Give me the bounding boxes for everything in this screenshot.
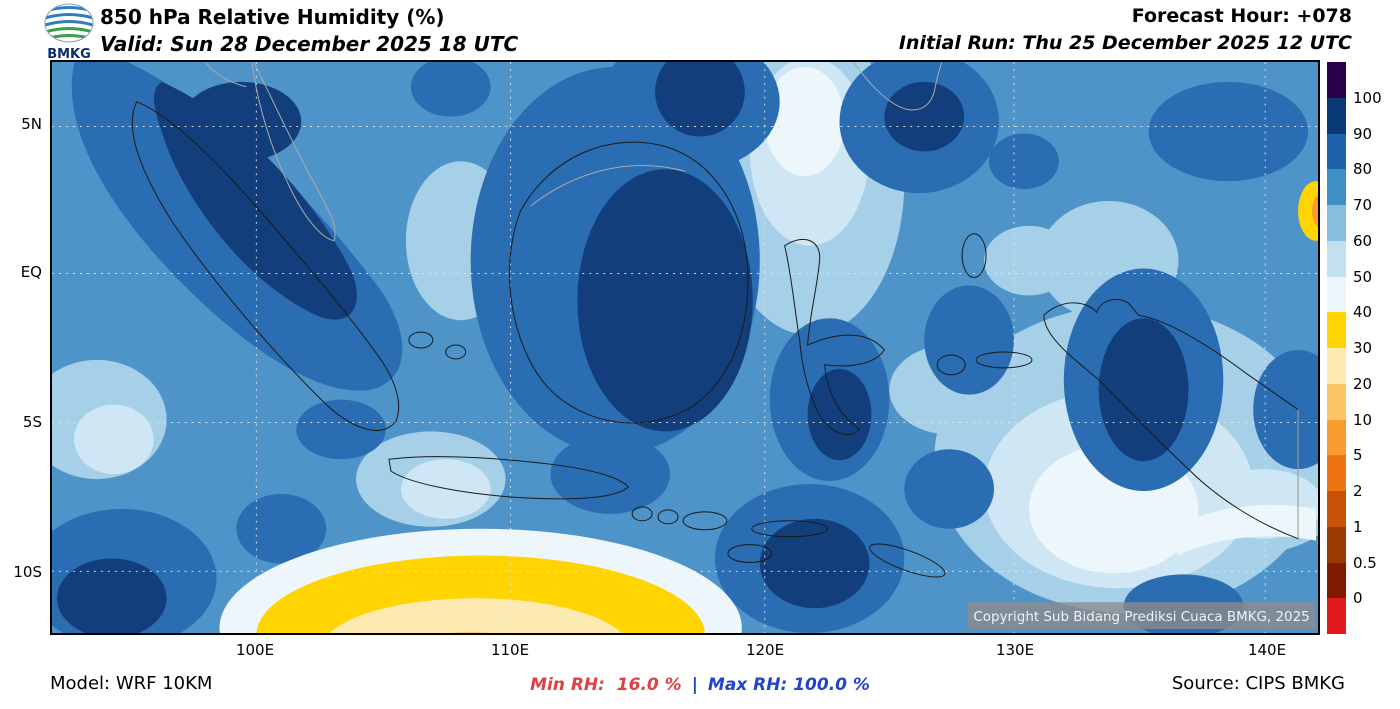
foreign-coastlines <box>204 62 1299 539</box>
colorbar-label: 40 <box>1353 303 1373 322</box>
copyright-overlay: Copyright Sub Bidang Prediksi Cuaca BMKG… <box>967 602 1317 630</box>
colorbar <box>1327 62 1346 634</box>
colorbar-label: 2 <box>1353 482 1363 500</box>
lat-label: EQ <box>20 263 42 281</box>
minmax-row: Min RH: 16.0 % | Max RH: 100.0 % <box>530 675 870 695</box>
map-frame: Copyright Sub Bidang Prediksi Cuaca BMKG… <box>50 60 1320 635</box>
source-label: Source: CIPS BMKG <box>1171 673 1345 694</box>
colorbar-segment <box>1327 169 1346 205</box>
colorbar-label: 1 <box>1353 517 1363 536</box>
colorbar-label: 5 <box>1353 446 1363 465</box>
colorbar-segment <box>1327 312 1346 348</box>
lon-label: 110E <box>490 641 530 659</box>
colorbar-label: 90 <box>1353 124 1373 143</box>
colorbar-segment <box>1327 205 1346 241</box>
colorbar-label: 100 <box>1353 88 1382 107</box>
colorbar-label: 0.5 <box>1353 553 1377 572</box>
colorbar-segment <box>1327 526 1346 563</box>
colorbar-segment <box>1327 383 1346 420</box>
colorbar-label: 20 <box>1353 374 1373 393</box>
colorbar-segment <box>1327 348 1346 384</box>
copyright-text: Copyright Sub Bidang Prediksi Cuaca BMKG… <box>973 610 1309 625</box>
lon-label: 140E <box>1247 641 1287 659</box>
colorbar-segment <box>1327 455 1346 491</box>
colorbar-label: 0 <box>1353 589 1363 608</box>
colorbar-segment <box>1327 133 1346 170</box>
initial-run-label: Initial Run: Thu 25 December 2025 12 UTC <box>898 32 1352 54</box>
forecast-hour-label: Forecast Hour: +078 <box>1131 5 1352 27</box>
colorbar-label: 80 <box>1353 160 1373 179</box>
colorbar-label: 70 <box>1353 196 1373 214</box>
colorbar-segment <box>1327 62 1346 98</box>
colorbar-segment <box>1327 276 1346 313</box>
min-rh-label: Min RH: 16.0 % <box>530 675 682 695</box>
colorbar-segment <box>1327 97 1346 134</box>
humidity-map: Copyright Sub Bidang Prediksi Cuaca BMKG… <box>52 62 1318 633</box>
model-label: Model: WRF 10KM <box>50 673 213 694</box>
bmkg-logo: BMKG <box>42 2 98 62</box>
colorbar-segment <box>1327 419 1346 456</box>
gridlines <box>52 62 1318 633</box>
colorbar-label: 30 <box>1353 339 1373 357</box>
bmkg-logo-icon: BMKG <box>44 3 94 62</box>
colorbar-label: 50 <box>1353 267 1373 286</box>
max-rh-label: Max RH: 100.0 % <box>707 675 870 695</box>
colorbar-segment <box>1327 562 1346 599</box>
lat-label: 10S <box>13 563 42 581</box>
colorbar-label: 60 <box>1353 231 1373 250</box>
lon-label: 100E <box>235 641 275 659</box>
colorbar-label: 10 <box>1353 410 1373 429</box>
colorbar-segment <box>1327 598 1346 634</box>
valid-time-label: Valid: Sun 28 December 2025 18 UTC <box>100 32 519 56</box>
logo-text: BMKG <box>47 47 91 60</box>
minmax-separator: | <box>691 675 698 695</box>
colorbar-segment <box>1327 240 1346 277</box>
page-title: 850 hPa Relative Humidity (%) <box>100 5 445 29</box>
lat-label: 5N <box>21 115 42 133</box>
lat-label: 5S <box>22 413 42 431</box>
colorbar-segment <box>1327 491 1346 527</box>
rh-field <box>52 62 1318 633</box>
lon-label: 130E <box>995 641 1035 659</box>
lon-label: 120E <box>745 641 785 659</box>
